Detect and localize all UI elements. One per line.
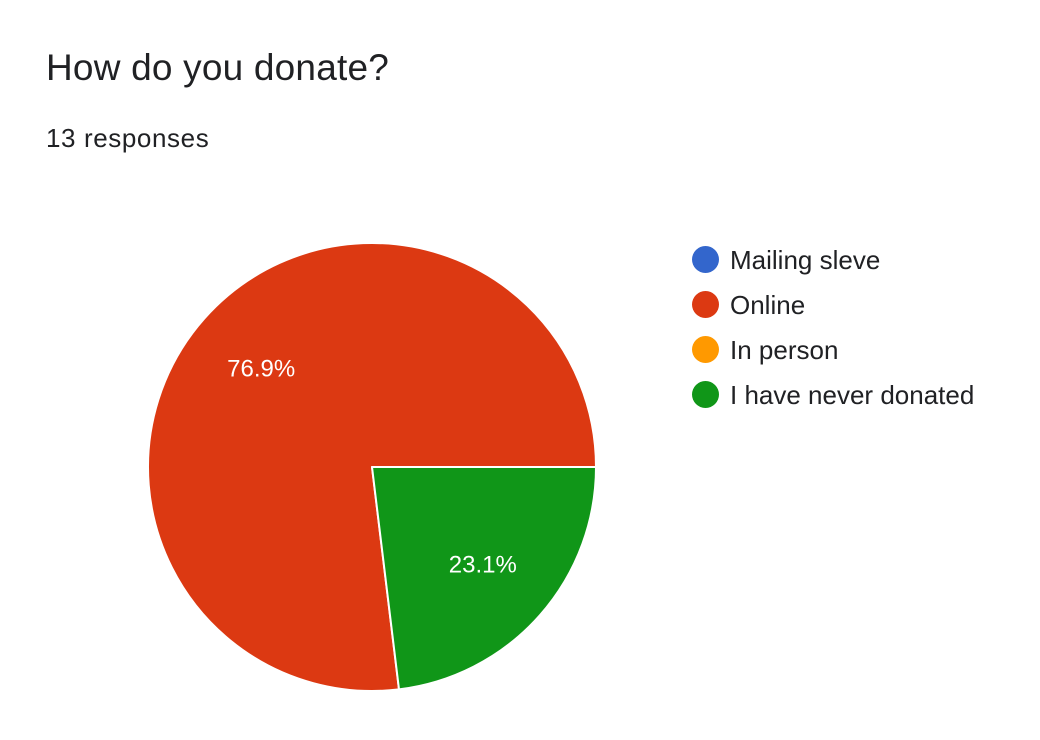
- legend-label: In person: [730, 334, 839, 365]
- legend-item[interactable]: Online: [692, 282, 974, 327]
- slice-percent-label: 23.1%: [449, 552, 517, 579]
- legend-swatch: [692, 246, 719, 273]
- chart-title: How do you donate?: [46, 47, 390, 88]
- slice-percent-label: 76.9%: [227, 355, 295, 382]
- chart-legend: Mailing sleve Online In person I have never…: [692, 237, 974, 417]
- legend-swatch: [692, 336, 719, 363]
- legend-label: I have never donated: [730, 379, 975, 410]
- pie-slice-i-have-never-donated[interactable]: [371, 466, 597, 691]
- legend-swatch: [692, 291, 719, 318]
- legend-item[interactable]: Mailing sleve: [692, 237, 974, 282]
- pie-slice-online[interactable]: [147, 242, 597, 692]
- legend-item[interactable]: I have never donated: [692, 372, 974, 417]
- legend-swatch: [692, 381, 719, 408]
- legend-item[interactable]: In person: [692, 327, 974, 372]
- legend-label: Mailing sleve: [730, 244, 881, 275]
- legend-label: Online: [730, 289, 806, 320]
- response-count: 13 responses: [46, 123, 210, 153]
